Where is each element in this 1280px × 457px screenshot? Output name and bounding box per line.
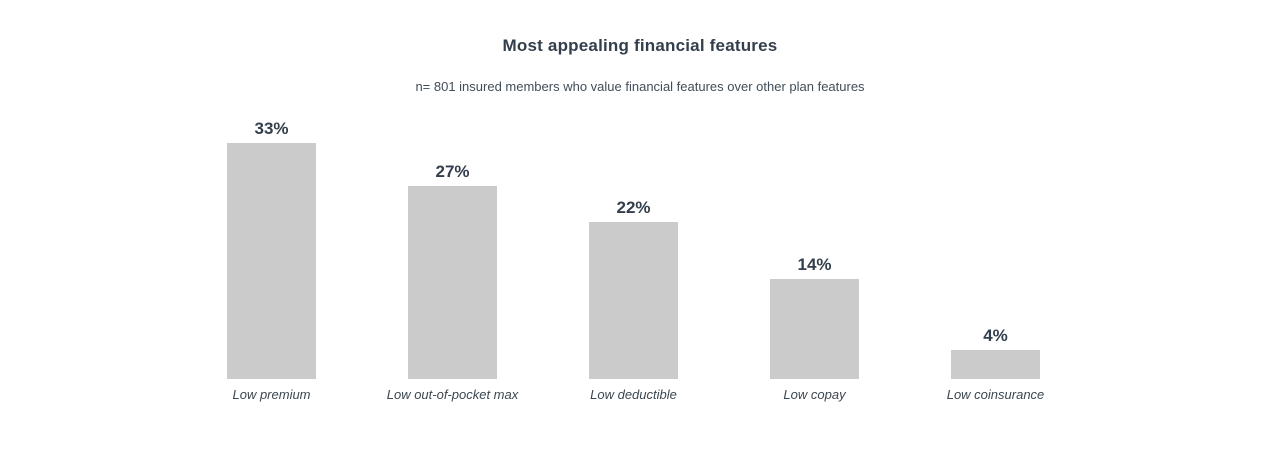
bar-column: 33% Low premium [181, 0, 362, 402]
bar-value-label: 4% [983, 326, 1008, 345]
category-label: Low deductible [590, 387, 677, 402]
category-label: Low copay [783, 387, 846, 402]
bar-value-label: 33% [254, 119, 289, 138]
bar [589, 222, 678, 379]
category-label: Low out-of-pocket max [386, 387, 519, 402]
category-label: Low coinsurance [946, 387, 1045, 402]
bar-value-label: 27% [435, 162, 470, 181]
bar [770, 279, 859, 379]
bar [408, 186, 497, 379]
bar-value-label: 14% [797, 255, 832, 274]
bar [227, 143, 316, 379]
bar-column: 14% Low copay [724, 0, 905, 402]
chart-subtitle: n= 801 insured members who value financi… [415, 79, 865, 94]
bar-column: 22% Low deductible [543, 0, 724, 402]
category-label: Low premium [232, 387, 311, 402]
bar-column: 4% Low coinsurance [905, 0, 1086, 402]
bar-chart: 33% Low premium 27% Low out-of-pocket max 22… [181, 0, 1086, 402]
chart-title: Most appealing financial features [502, 36, 778, 55]
bar-value-label: 22% [616, 198, 651, 217]
bar [951, 350, 1040, 379]
bar-column: 27% Low out-of-pocket max [362, 0, 543, 402]
